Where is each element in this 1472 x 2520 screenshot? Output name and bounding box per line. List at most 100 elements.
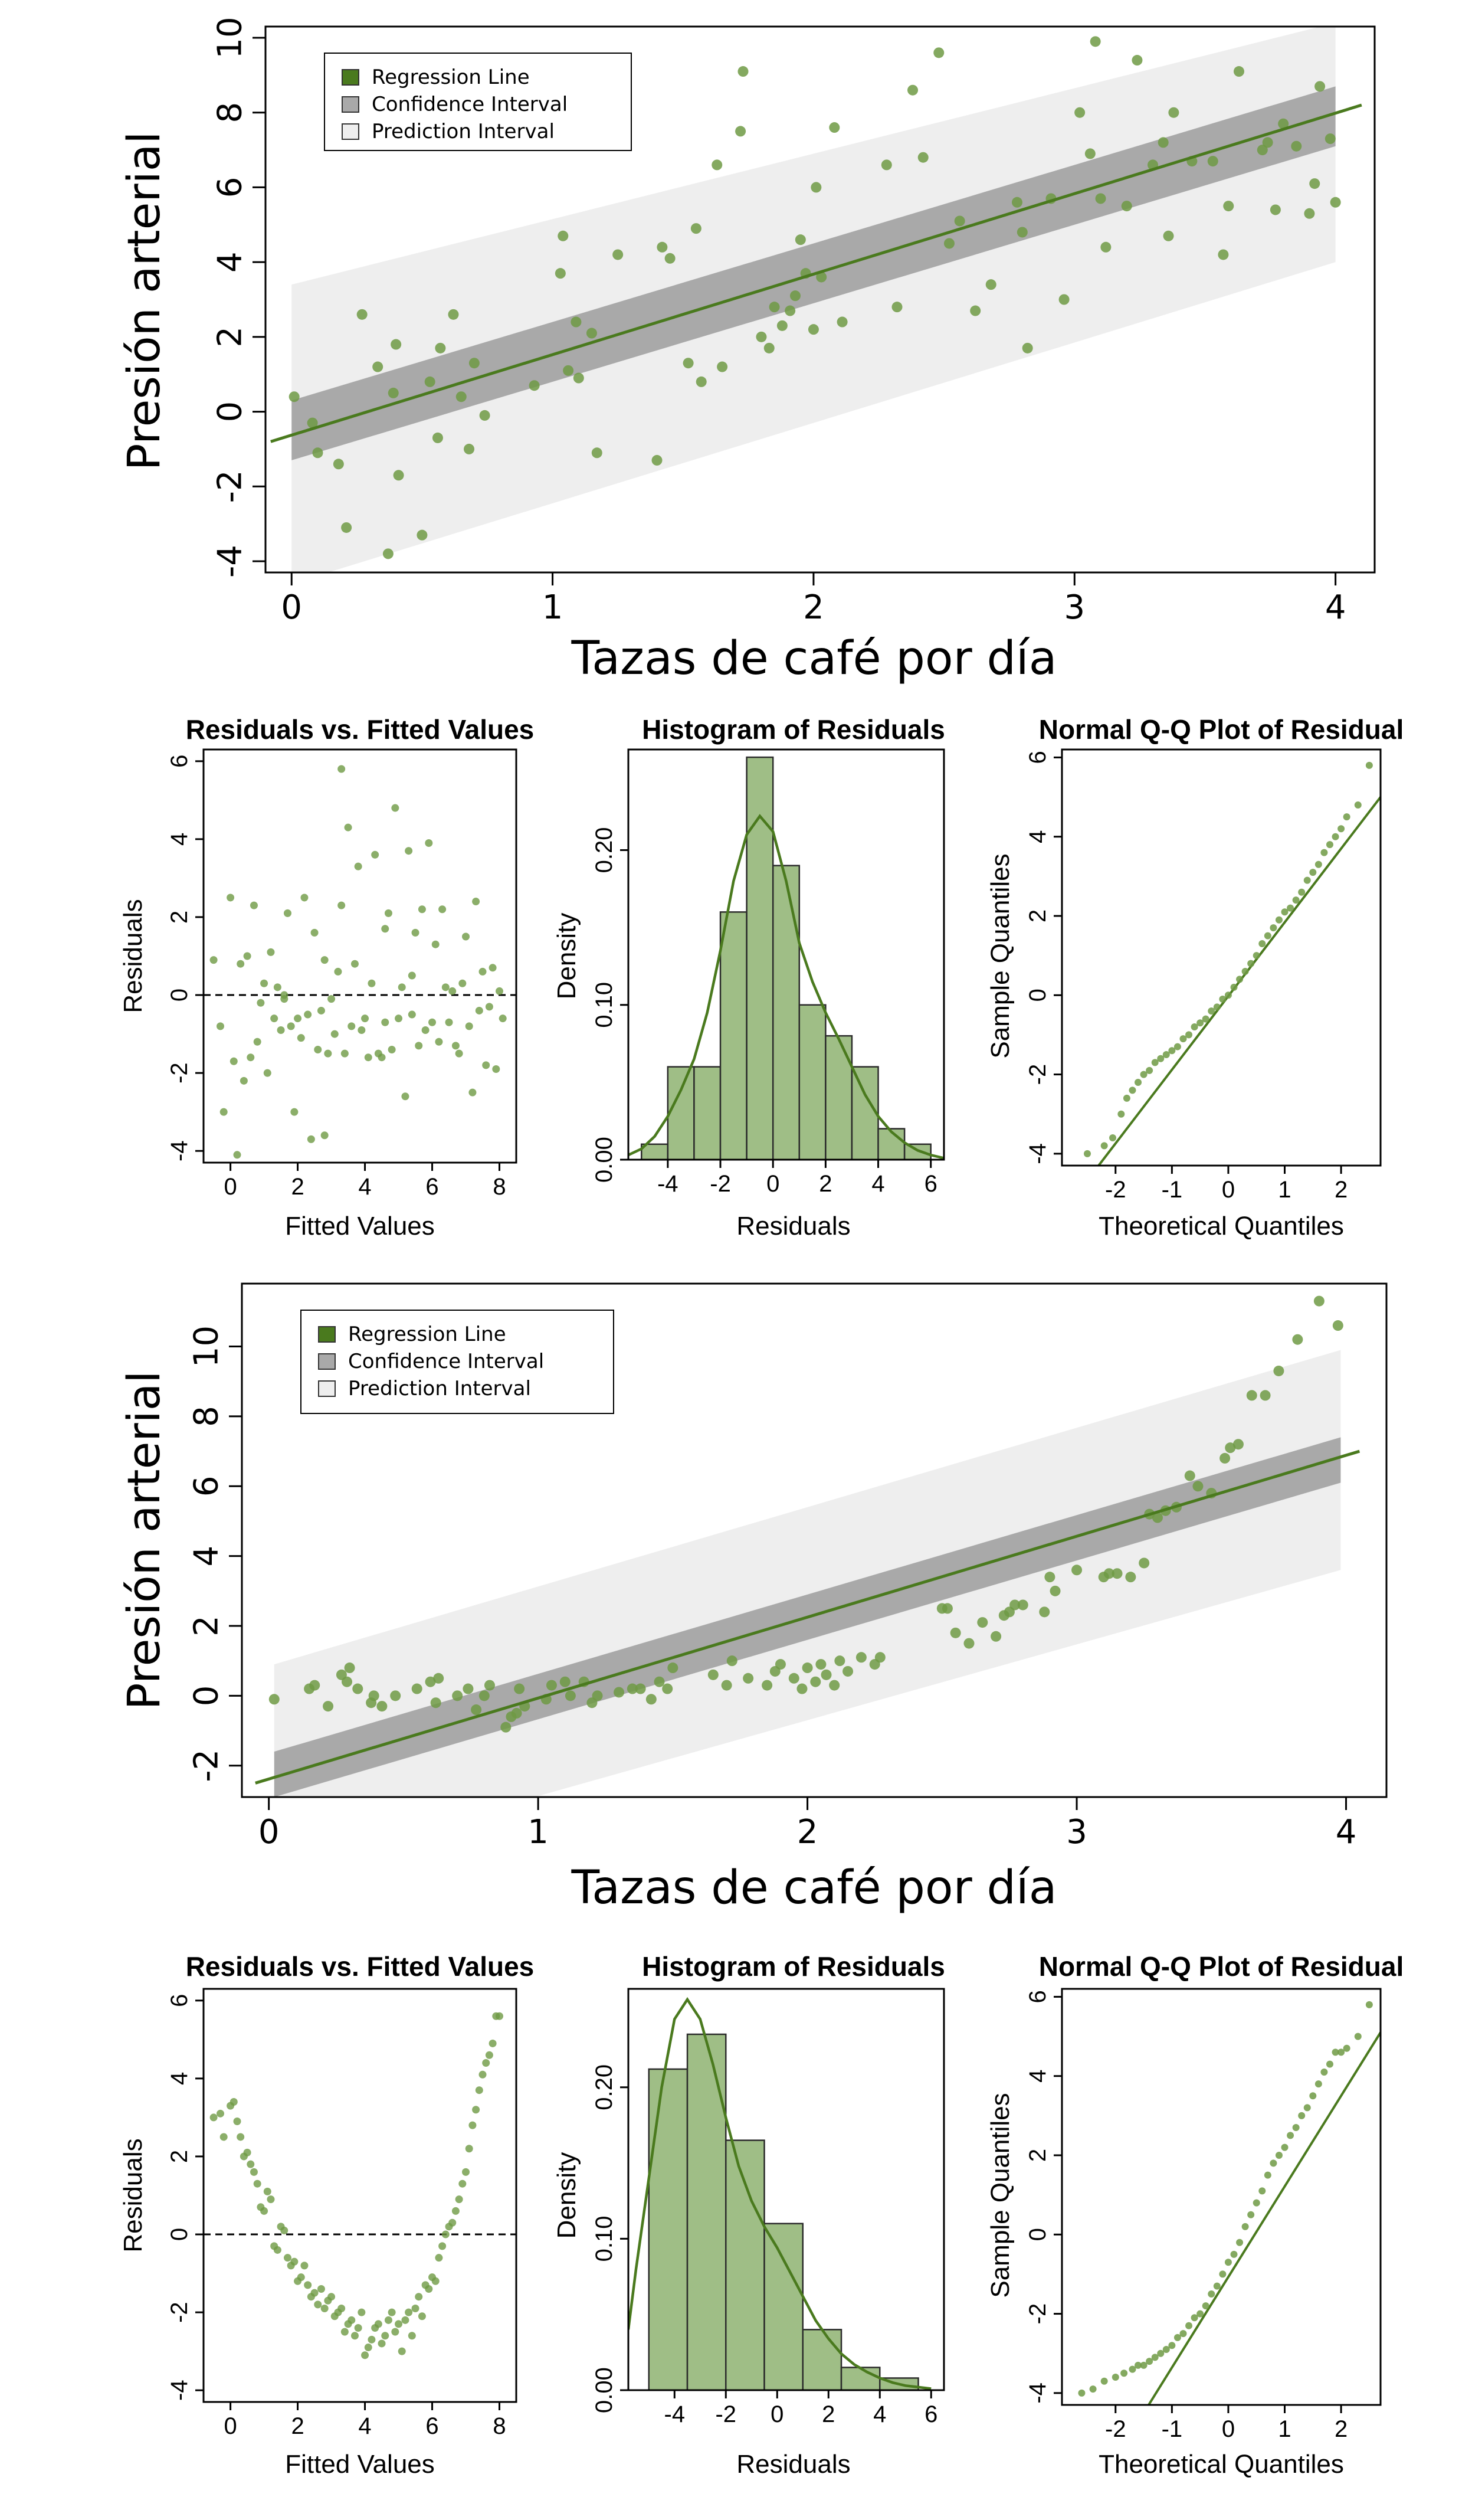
histogram-bar xyxy=(686,2033,727,2390)
y-tick-label: 2 xyxy=(1025,2149,1051,2162)
x-tick-label: -2 xyxy=(1105,1177,1126,1203)
data-point xyxy=(1039,1606,1050,1618)
hist-top-ylabel: Density xyxy=(552,913,581,1000)
scatter-top-panel: Regression Line Confidence Interval Predic… xyxy=(117,17,1376,685)
qq-point xyxy=(1230,2250,1238,2258)
data-point xyxy=(455,391,467,402)
data-point xyxy=(1309,178,1320,189)
residual-point xyxy=(304,2281,312,2289)
x-tick-label: 4 xyxy=(358,2413,371,2439)
residual-point xyxy=(492,1065,500,1074)
data-point xyxy=(1184,1470,1195,1481)
legend-confidence-swatch xyxy=(342,96,359,113)
data-point xyxy=(785,305,796,316)
qq-point xyxy=(1332,833,1339,840)
qq-point xyxy=(1224,2259,1232,2266)
legend-regression-label: Regression Line xyxy=(372,66,530,89)
y-tick-label: 8 xyxy=(187,1406,225,1427)
x-tick-label: 2 xyxy=(803,588,824,627)
residual-point xyxy=(283,2254,291,2262)
x-tick-label: 1 xyxy=(542,588,563,627)
data-point xyxy=(950,1627,961,1638)
residual-point xyxy=(398,2347,406,2355)
residual-point xyxy=(237,960,245,968)
qq-point xyxy=(1135,1079,1142,1086)
qq-point xyxy=(1292,2124,1300,2131)
legend-box xyxy=(324,53,632,151)
qq-top-title: Normal Q-Q Plot of Residual xyxy=(1039,714,1404,745)
data-point xyxy=(411,1683,422,1694)
residual-point xyxy=(337,765,346,773)
residual-point xyxy=(475,1006,483,1014)
residual-point xyxy=(468,2121,477,2129)
plot-frame xyxy=(241,1282,1388,1798)
data-point xyxy=(627,1683,638,1694)
qq-point xyxy=(1196,1019,1204,1027)
residual-point xyxy=(421,1026,430,1034)
qq-point xyxy=(1365,2001,1373,2008)
data-point xyxy=(808,324,819,335)
resid-fitted-bottom-xlabel: Fitted Values xyxy=(285,2450,435,2479)
residual-point xyxy=(405,847,413,855)
histogram-bar xyxy=(851,1066,879,1160)
x-tick-label: 8 xyxy=(493,2413,506,2439)
y-tick-label: 6 xyxy=(166,755,192,768)
y-tick-label: 0.10 xyxy=(591,982,617,1028)
data-point xyxy=(635,1683,646,1694)
x-tick-label: -4 xyxy=(657,1171,678,1197)
plot-area xyxy=(1078,2001,1381,2405)
data-point xyxy=(1219,1452,1231,1464)
density-curve xyxy=(628,1997,932,2390)
data-point xyxy=(1095,193,1106,204)
residual-point xyxy=(496,2012,504,2020)
qq-point xyxy=(1230,983,1238,991)
residual-point xyxy=(280,995,289,1003)
residual-point xyxy=(458,979,467,987)
data-point xyxy=(514,1683,525,1694)
qq-point xyxy=(1089,2385,1097,2393)
data-point xyxy=(432,432,443,443)
qq-point xyxy=(1202,1015,1209,1023)
residual-point xyxy=(304,1010,312,1019)
x-tick-label: 0 xyxy=(258,1813,280,1851)
data-point xyxy=(1218,249,1229,260)
data-point xyxy=(1168,107,1179,118)
qq-point xyxy=(1270,924,1277,932)
residual-point xyxy=(216,1022,224,1030)
qq-top-plot: -2 -1 0 1 2 -4 -2 0 2 4 6 xyxy=(1025,748,1382,1203)
data-point xyxy=(1071,1565,1083,1576)
qq-point xyxy=(1173,2334,1181,2341)
histogram-bar xyxy=(798,1004,827,1160)
data-point xyxy=(500,1722,512,1733)
residual-point xyxy=(310,2289,319,2297)
histogram-bar xyxy=(763,2223,804,2390)
y-tick-label: -2 xyxy=(166,2302,192,2323)
data-point xyxy=(1233,66,1244,77)
y-tick-label: 6 xyxy=(1025,1990,1051,2003)
data-point xyxy=(1017,227,1028,238)
data-point xyxy=(463,1683,474,1694)
qq-point xyxy=(1236,2238,1244,2246)
residual-point xyxy=(314,2300,322,2309)
residual-point xyxy=(290,1108,299,1116)
residual-point xyxy=(327,995,336,1003)
qq-point xyxy=(1303,876,1311,884)
qq-point xyxy=(1146,2358,1153,2365)
residual-point xyxy=(418,2312,426,2321)
data-point xyxy=(985,279,996,290)
qq-point xyxy=(1078,2389,1086,2397)
data-point xyxy=(1017,1599,1028,1611)
residual-point xyxy=(209,2113,218,2122)
residual-point xyxy=(465,1022,473,1030)
qq-point xyxy=(1117,1110,1125,1118)
y-tick-label: 0.20 xyxy=(591,2064,617,2110)
qq-reference-line xyxy=(1147,2031,1381,2405)
resid-fitted-bottom-plot: 0 2 4 6 8 -4 -2 0 2 4 6 xyxy=(166,1988,517,2439)
data-point xyxy=(1132,55,1143,66)
x-tick-label: 6 xyxy=(425,2413,438,2439)
y-tick-label: 4 xyxy=(166,833,192,846)
residual-point xyxy=(263,2187,271,2195)
x-tick-label: -1 xyxy=(1162,2416,1183,2442)
data-point xyxy=(433,1673,444,1684)
residual-point xyxy=(361,1014,369,1023)
